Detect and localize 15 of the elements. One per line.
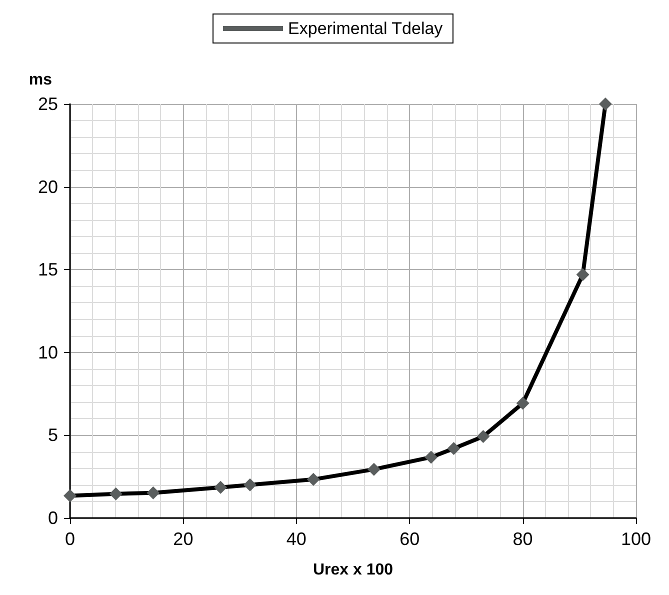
y-tick-label: 10 <box>38 342 58 362</box>
y-axis-title: ms <box>28 72 52 88</box>
y-tick-label: 25 <box>38 94 58 114</box>
x-tick-label: 80 <box>512 529 533 549</box>
x-axis-title: Urex x 100 <box>312 562 394 578</box>
y-tick-label: 20 <box>38 176 58 197</box>
x-tick-label: 0 <box>64 529 76 549</box>
y-tick-label: 15 <box>38 260 58 280</box>
x-tick-label: 20 <box>173 529 194 549</box>
x-tick-label: 100 <box>620 529 652 549</box>
y-tick-label: 5 <box>48 425 58 446</box>
x-tick-label: 60 <box>400 529 420 549</box>
legend-label: Experimental Tdelay <box>288 19 444 38</box>
x-tick-label: 40 <box>286 529 306 549</box>
y-tick-label: 0 <box>48 508 58 528</box>
